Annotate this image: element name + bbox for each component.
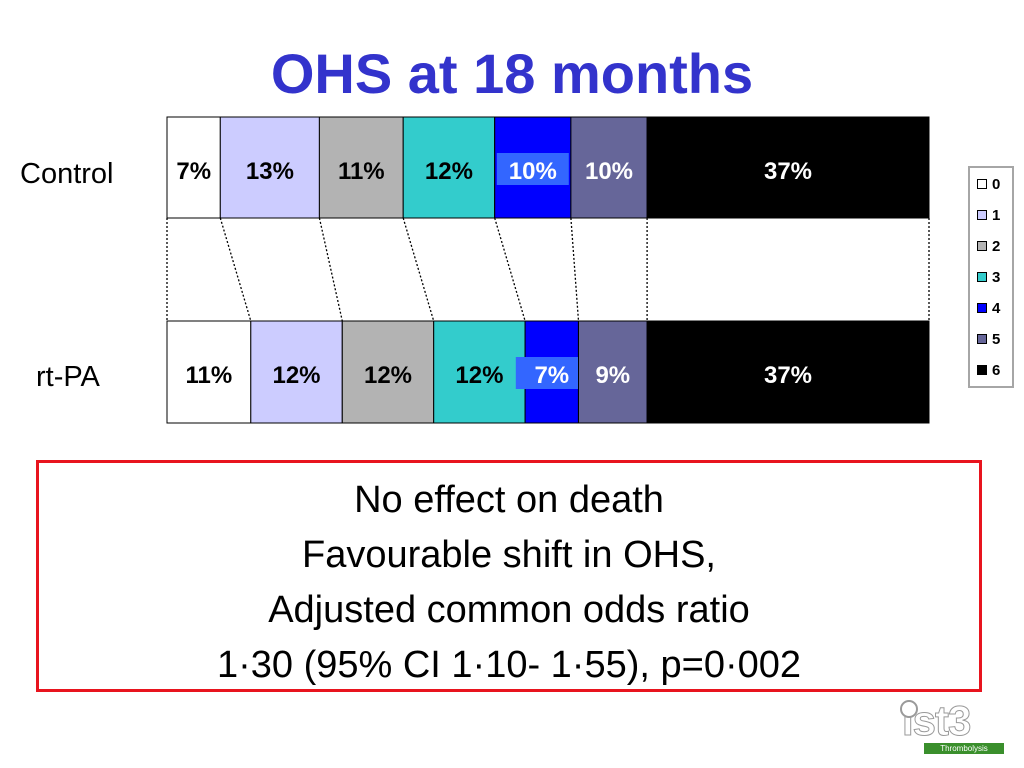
- legend-label-3: 3: [992, 268, 1001, 286]
- bar-segment-rtpa-2: [341, 320, 435, 424]
- stacked-bar-chart: 7% 13% 11% 12% 10% 10% 37% 11% 12% 12% 12% 7% 9% 37%: [166, 116, 930, 424]
- data-label-control-2: 11%: [338, 158, 385, 185]
- row-label-rtpa: rt-PA: [36, 361, 100, 393]
- data-label-control-3: 12%: [425, 158, 473, 185]
- logo-subtitle: Thrombolysis: [924, 743, 1004, 754]
- bar-segment-rtpa-3: [433, 320, 526, 424]
- data-label-control-0: 7%: [176, 158, 211, 185]
- connector-line-4: [494, 217, 526, 322]
- conclusion-line-3: Adjusted common odds ratio: [268, 589, 750, 631]
- legend-item-0: 0: [977, 174, 1000, 194]
- legend-label-4: 4: [992, 299, 1001, 317]
- data-label-control-1: 13%: [246, 158, 294, 185]
- bar-segment-rtpa-6: [646, 320, 930, 424]
- bar-segment-control-6: [646, 116, 930, 219]
- legend-label-0: 0: [992, 175, 1001, 193]
- bar-segment-rtpa-0: [166, 320, 252, 424]
- bar-segment-rtpa-5: [578, 320, 648, 424]
- legend-item-2: 2: [977, 236, 1000, 256]
- legend-item-5: 5: [977, 329, 1000, 349]
- legend-swatch-5: [977, 334, 987, 344]
- label-highlight-control: [496, 153, 569, 185]
- legend-swatch-1: [977, 210, 987, 220]
- ist3-logo: ist3 Thrombolysis: [898, 699, 1008, 756]
- conclusion-line-4: 1·30 (95% CI 1·10- 1·55), p=0·002: [216, 644, 802, 686]
- data-label-rtpa-3: 12%: [455, 362, 503, 389]
- legend-label-2: 2: [992, 237, 1001, 255]
- legend-item-4: 4: [977, 298, 1000, 318]
- connector-line-5: [570, 217, 580, 322]
- connector-line-2: [318, 217, 343, 322]
- legend-swatch-6: [977, 365, 987, 375]
- legend-item-6: 6: [977, 360, 1000, 380]
- bar-segment-control-3: [402, 116, 496, 219]
- legend-swatch-0: [977, 179, 987, 189]
- conclusion-line-2: Favourable shift in OHS,: [302, 534, 716, 576]
- legend-label-5: 5: [992, 330, 1001, 348]
- data-label-control-5: 10%: [585, 158, 633, 185]
- data-label-rtpa-0: 11%: [186, 362, 233, 389]
- label-highlight-rtpa: [515, 357, 588, 389]
- data-label-rtpa-6: 37%: [764, 362, 812, 389]
- legend-swatch-3: [977, 272, 987, 282]
- bar-segment-rtpa-1: [250, 320, 343, 424]
- data-label-control-6: 37%: [764, 158, 812, 185]
- connector-line-3: [402, 217, 435, 322]
- data-label-rtpa-4: 7%: [534, 362, 569, 389]
- conclusion-box: No effect on death Favourable shift in O…: [36, 460, 982, 692]
- row-label-control: Control: [20, 158, 114, 190]
- slide-title: OHS at 18 months: [270, 42, 754, 105]
- connector-line-1: [219, 217, 252, 322]
- legend-label-1: 1: [992, 206, 1001, 224]
- data-label-rtpa-2: 12%: [364, 362, 412, 389]
- legend-label-6: 6: [992, 361, 1001, 379]
- legend-swatch-4: [977, 303, 987, 313]
- bar-segment-control-2: [318, 116, 404, 219]
- bar-segment-control-1: [219, 116, 320, 219]
- legend-swatch-2: [977, 241, 987, 251]
- data-label-control-4: 10%: [509, 158, 557, 185]
- conclusion-line-1: No effect on death: [354, 479, 664, 521]
- bar-segment-control-5: [570, 116, 648, 219]
- data-label-rtpa-1: 12%: [272, 362, 320, 389]
- legend-item-3: 3: [977, 267, 1000, 287]
- data-label-rtpa-5: 9%: [595, 362, 630, 389]
- legend-item-1: 1: [977, 205, 1000, 225]
- logo-circle-icon: [900, 700, 918, 718]
- chart-legend: 0 1 2 3 4 5 6: [968, 166, 1014, 388]
